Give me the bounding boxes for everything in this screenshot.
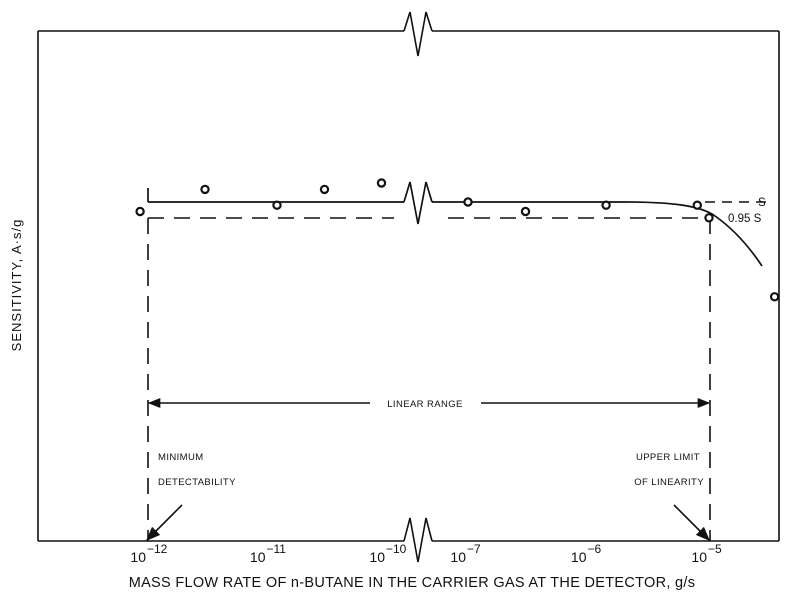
fit-curve — [147, 181, 763, 267]
curve-break-icon — [403, 181, 433, 225]
x-tick-base: 10 — [571, 549, 587, 565]
x-tick-label: 10 −7 — [450, 542, 481, 565]
x-tick-exponent: −10 — [386, 542, 407, 556]
x-axis-label: MASS FLOW RATE OF n-BUTANE IN THE CARRIE… — [129, 575, 696, 591]
x-tick-label: 10 −6 — [571, 542, 602, 565]
095s-label: 0.95 S — [728, 213, 762, 225]
data-point — [704, 213, 714, 223]
data-point — [520, 206, 531, 217]
data-point — [769, 292, 780, 302]
x-tick-exponent: −12 — [147, 542, 168, 556]
data-point — [463, 197, 473, 207]
x-tick-exponent: −11 — [267, 542, 287, 556]
detectability-label: DETECTABILITY — [158, 477, 236, 488]
x-tick-base: 10 — [369, 549, 385, 565]
x-tick-label: 10 −5 — [691, 542, 722, 565]
x-tick-label: 10 −10 — [369, 542, 406, 565]
linear-range-label: LINEAR RANGE — [387, 399, 463, 410]
fit-curve-segment-right — [432, 201, 763, 267]
data-point — [376, 178, 387, 188]
x-tick-labels: 10 −12 10 −11 10 −10 10 −7 10 −6 10 −5 — [130, 542, 722, 565]
data-points — [135, 178, 780, 302]
data-point — [601, 200, 611, 210]
x-tick-exponent: −5 — [708, 542, 722, 556]
data-point — [272, 200, 282, 210]
x-tick-base: 10 — [691, 549, 707, 565]
reference-lines — [147, 201, 773, 541]
x-tick-base: 10 — [130, 549, 146, 565]
upper-limit-label: UPPER LIMIT — [636, 452, 700, 463]
data-point — [200, 184, 210, 195]
data-point — [319, 184, 330, 195]
x-tick-label: 10 −11 — [250, 542, 286, 565]
data-point — [692, 200, 703, 210]
plot-frame — [37, 11, 780, 563]
x-tick-exponent: −7 — [467, 542, 481, 556]
frame-top-break-icon — [403, 11, 433, 57]
x-tick-exponent: −6 — [588, 542, 602, 556]
s-label: S — [758, 197, 766, 209]
x-tick-base: 10 — [250, 549, 266, 565]
minimum-detectability-arrow — [145, 504, 183, 542]
x-tick-label: 10 −12 — [130, 542, 167, 565]
y-axis-label: SENSITIVITY, A·s/g — [9, 219, 24, 352]
frame-bottom-break-icon — [403, 517, 433, 563]
of-linearity-label: OF LINEARITY — [634, 477, 704, 488]
x-tick-base: 10 — [450, 549, 466, 565]
data-point — [135, 206, 145, 217]
upper-limit-arrow — [673, 504, 711, 542]
minimum-label: MINIMUM — [158, 452, 204, 463]
